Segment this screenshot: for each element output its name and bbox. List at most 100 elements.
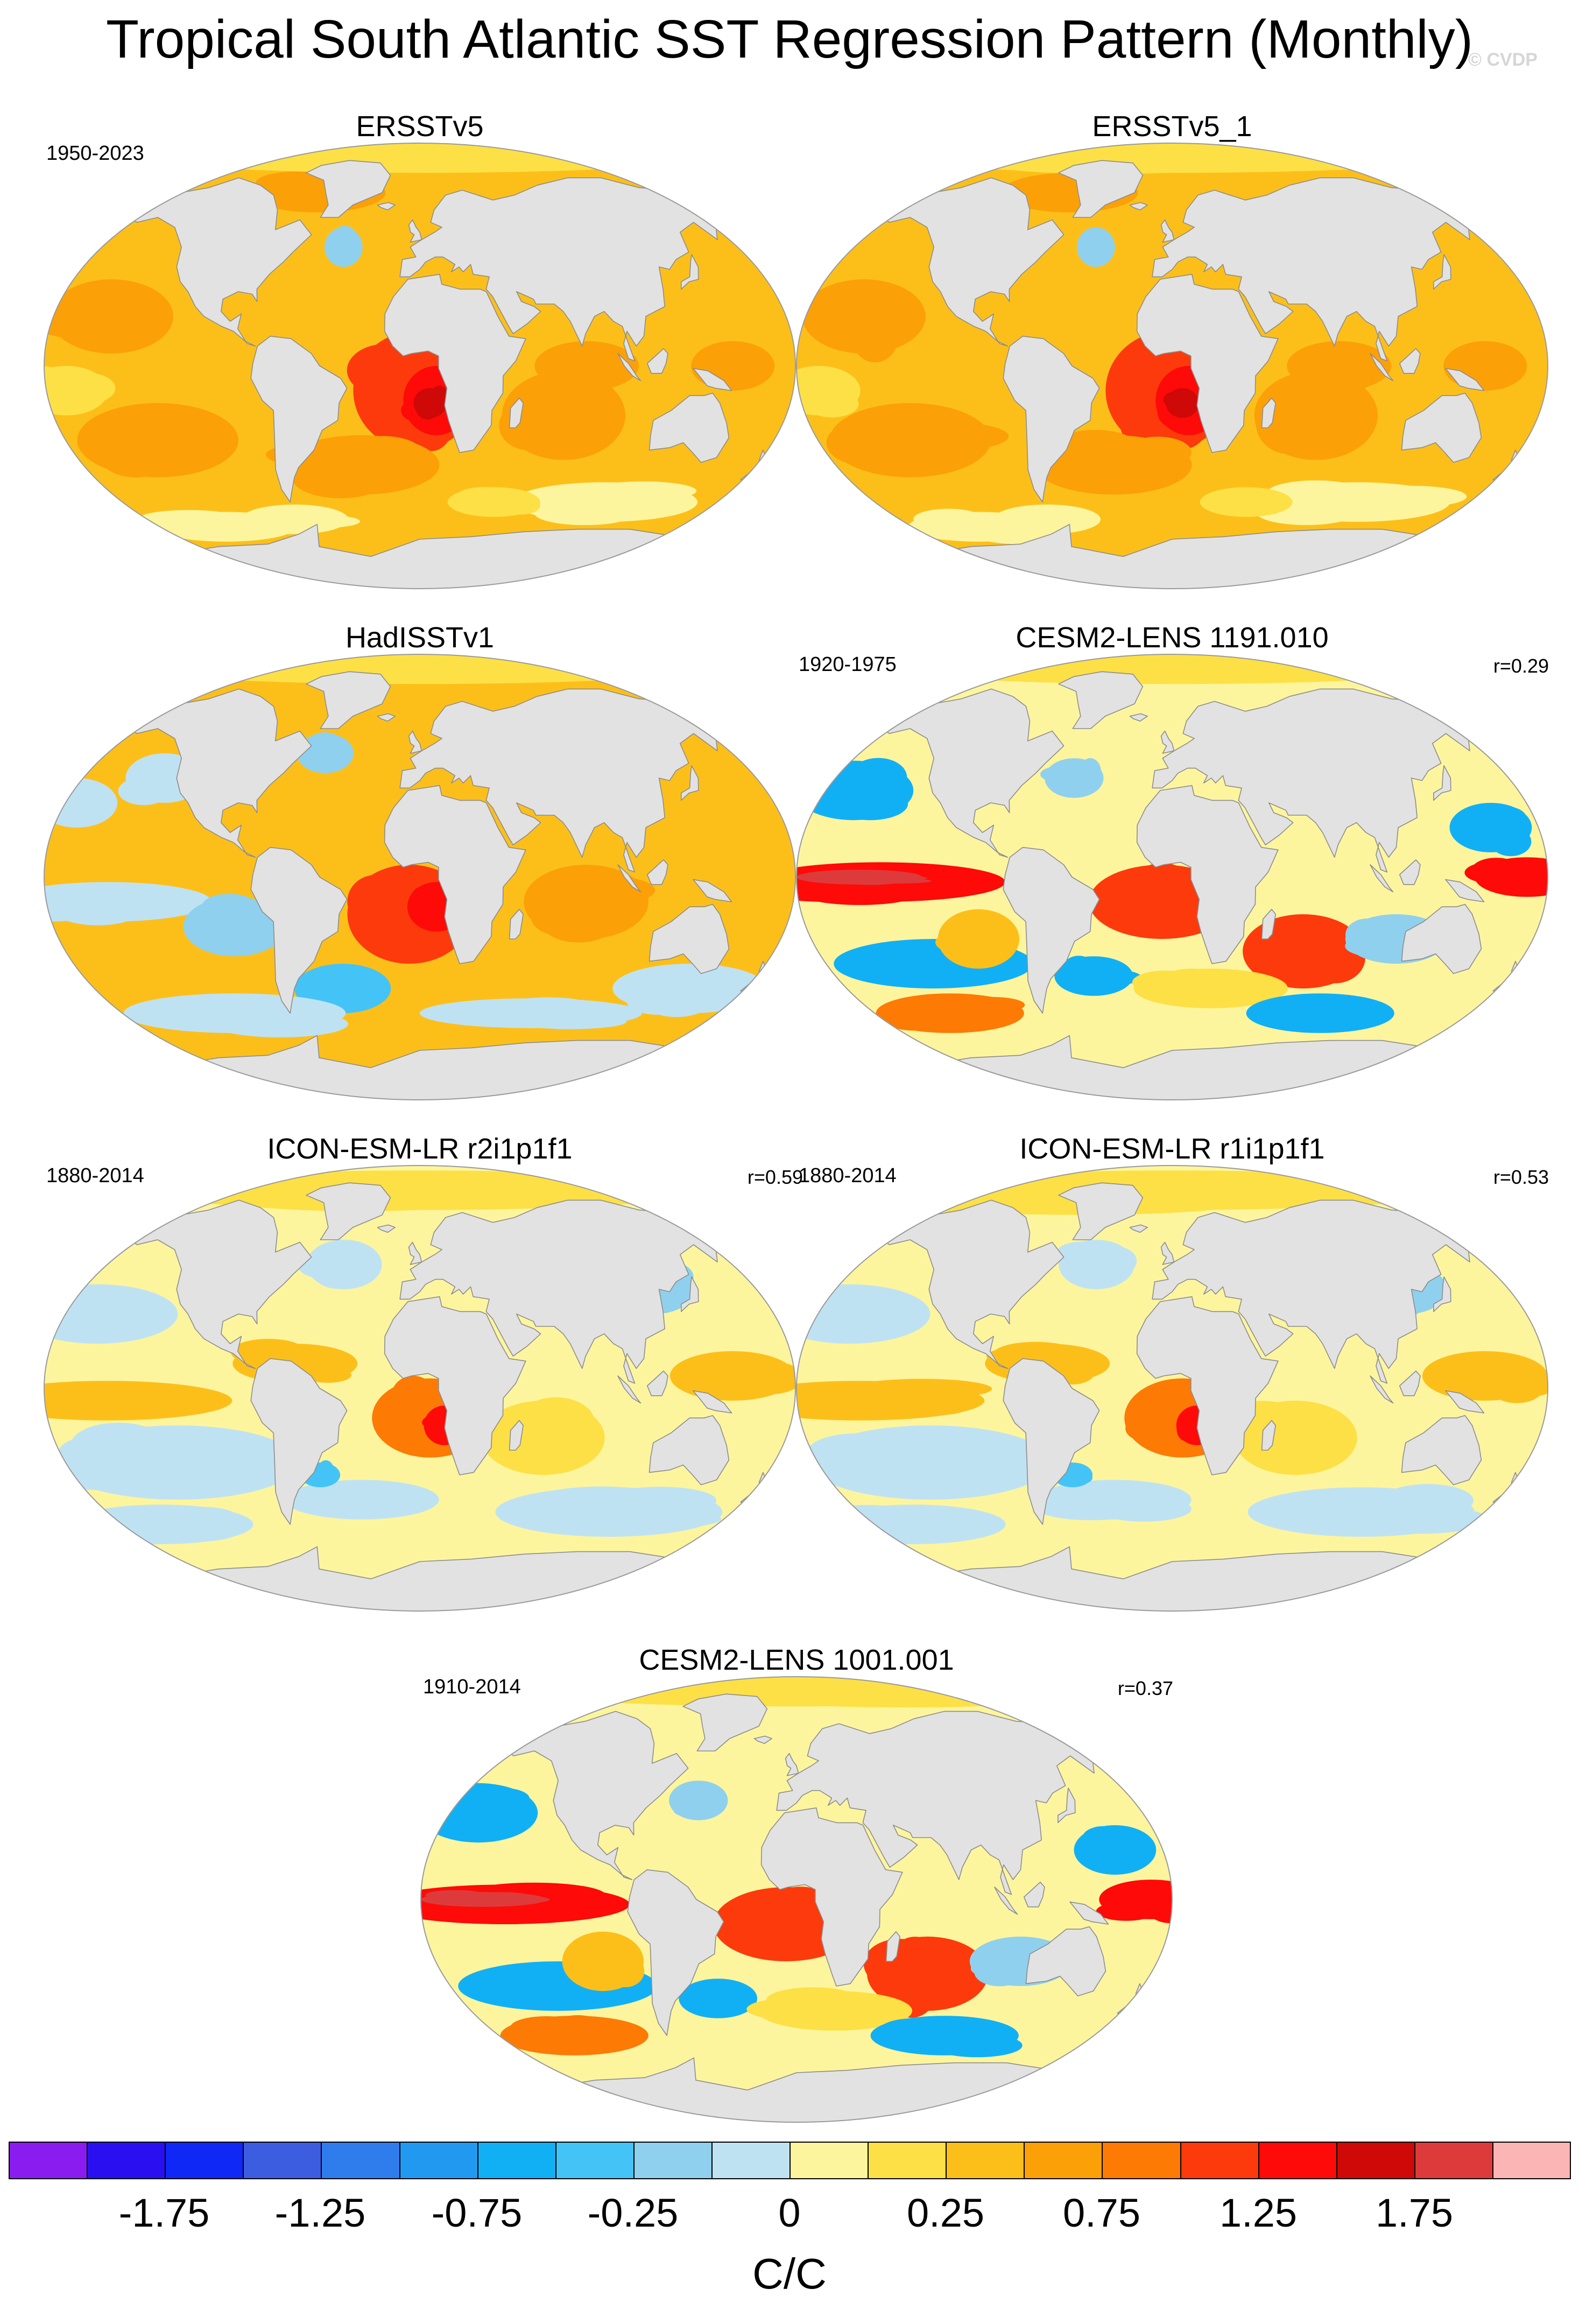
sst-anomaly-region [152,654,402,671]
land-newguinea [693,1390,732,1414]
land-africa [760,1807,903,1987]
sst-anomaly-region [306,1498,369,1515]
panel-title: CESM2-LENS 1191.010 [1016,621,1329,654]
sst-anomaly-region [1349,1505,1489,1534]
colorbar-swatch [1492,2142,1571,2179]
world-map [796,143,1548,589]
colorbar-swatch [1336,2142,1415,2179]
map-panel-icon-r1i1p1f1: ICON-ESM-LR r1i1p1f1 1880-2014 r=0.53 [790,1130,1554,1614]
land-africa [1136,1296,1279,1475]
land-iceland [753,1735,772,1744]
land-northamerica [501,1711,689,1880]
panel-period: 1880-2014 [46,1164,144,1187]
colorbar-swatch [1102,2142,1181,2179]
land-northamerica [124,177,312,347]
sst-anomaly-region [1066,1242,1109,1261]
sst-anomaly-region [1040,1499,1144,1521]
colorbar [9,2142,1571,2179]
sst-anomaly-region [489,1431,556,1461]
land-borneo [646,348,668,374]
map-panel-cesm2-1001-001: CESM2-LENS 1001.001 1910-2014 r=0.37 [414,1641,1179,2125]
land-newguinea [1069,1901,1109,1925]
colorbar-label: 1.75 [1375,2191,1454,2235]
sst-anomaly-region [1490,827,1532,857]
sst-anomaly-region [828,284,885,333]
sst-anomaly-region [198,894,263,933]
land-southamerica [250,1358,348,1525]
colorbar-swatch [87,2142,166,2179]
sst-anomaly-region [250,1172,644,1196]
colorbar-swatch [868,2142,947,2179]
land-sumatra [617,1375,642,1404]
sst-anomaly-region [607,1955,645,1987]
colorbar-swatch [477,2142,556,2179]
sst-anomaly-region [1040,766,1078,782]
panel-title: CESM2-LENS 1001.001 [639,1644,954,1676]
sst-anomaly-region [431,385,448,405]
map-outline [796,143,1548,589]
land-eurasia [1152,177,1491,362]
sst-anomaly-region [347,344,425,397]
panel-title: ICON-ESM-LR r2i1p1f1 [267,1133,573,1165]
panel-correlation: r=0.29 [1493,655,1549,677]
land-britain [408,219,422,243]
sst-anomaly-region [499,401,560,450]
land-eurasia [1152,688,1491,873]
land-madagascar [1261,1420,1276,1451]
land-southamerica [627,1869,724,2036]
land-japan [1058,1788,1076,1824]
map-outline [796,654,1548,1100]
sst-anomaly-region [1070,1472,1092,1484]
sst-anomaly-region [892,1937,938,1977]
land-africa [1136,274,1279,453]
colorbar-label: 0.75 [1062,2191,1141,2235]
sst-anomaly-region [849,758,907,797]
land-newguinea [693,368,732,391]
sst-anomaly-region [516,1011,597,1022]
land-greenland [682,1693,768,1751]
panel-title: ERSSTv5_1 [1092,110,1252,143]
land-eurasia [399,177,739,362]
land-madagascar [509,909,524,940]
sst-anomaly-region [571,877,655,904]
sst-anomaly-region [1124,436,1192,468]
land-africa [384,274,526,453]
land-greenland [306,671,391,729]
sst-anomaly-region [342,436,422,469]
land-africa [384,785,526,964]
map-outline [44,654,796,1100]
sst-anomaly-region [70,1422,167,1468]
sst-anomaly-region [693,1798,716,1819]
panel-title: HadISSTv1 [345,621,495,654]
sst-anomaly-region [798,880,921,905]
sst-anomaly-region [736,353,769,385]
land-greenland [1058,1182,1144,1240]
land-japan [1433,254,1451,290]
sst-anomaly-region [417,391,435,402]
sst-anomaly-region [1490,858,1546,885]
world-map [44,143,796,589]
land-newguinea [1445,879,1485,902]
sst-anomaly-region [410,886,435,920]
land-eurasia [399,688,739,873]
sst-anomaly-region [1078,233,1097,248]
land-sumatra [994,1887,1018,1915]
sst-anomaly-region [1474,358,1517,390]
land-iceland [1129,1224,1148,1233]
sst-anomaly-region [1335,355,1374,380]
world-map [44,1165,796,1612]
land-australia [648,392,730,463]
sst-anomaly-region [1132,970,1200,994]
colorbar-label: -0.25 [587,2191,679,2235]
land-japan [1433,1276,1451,1312]
sst-anomaly-region [993,1341,1078,1366]
colorbar-swatch [633,2142,712,2179]
land-borneo [1399,348,1421,374]
sst-anomaly-region [417,401,438,420]
colorbar-swatch [1180,2142,1259,2179]
map-panel-ersstv5: ERSSTv5 1950-2023 [38,108,802,592]
sst-anomaly-region [926,520,979,539]
land-madagascar [885,1931,900,1962]
land-iceland [377,202,396,210]
world-map [420,1676,1173,2123]
